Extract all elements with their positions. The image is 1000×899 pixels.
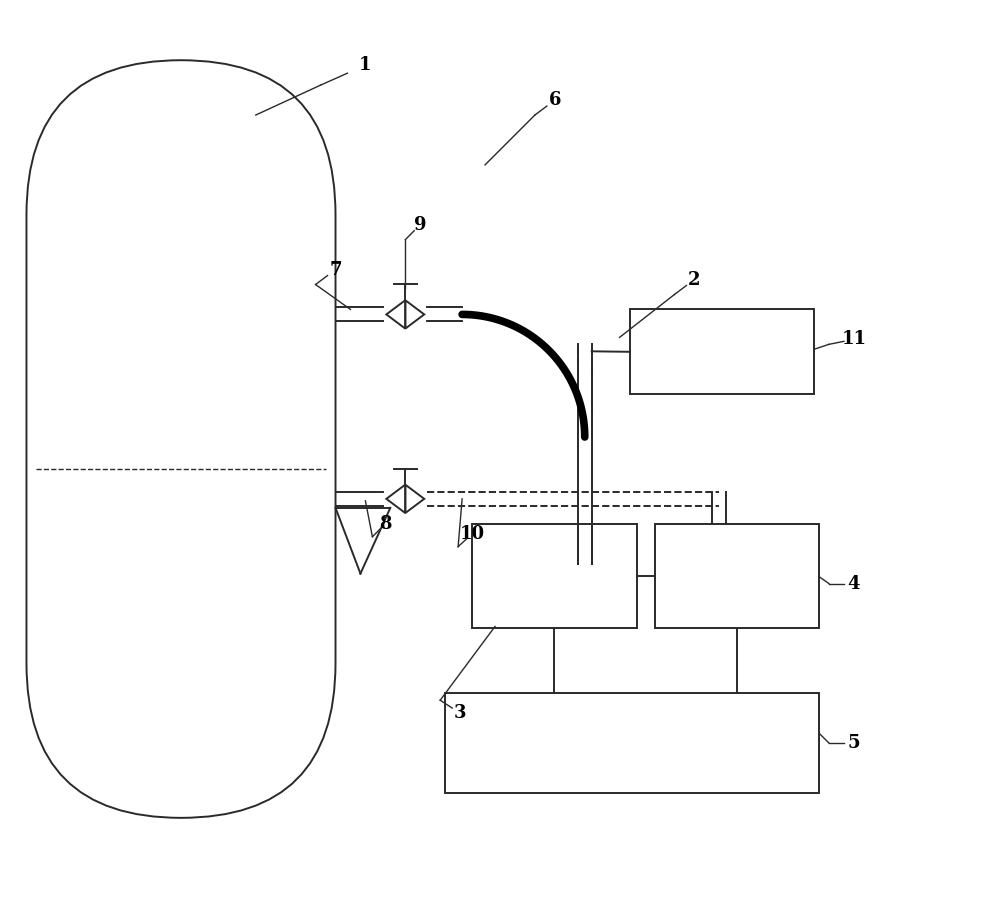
FancyBboxPatch shape — [445, 693, 819, 793]
FancyBboxPatch shape — [630, 309, 814, 394]
FancyBboxPatch shape — [655, 524, 819, 628]
Text: 8: 8 — [379, 515, 392, 533]
Text: 7: 7 — [329, 261, 342, 279]
Text: 9: 9 — [414, 216, 426, 234]
FancyBboxPatch shape — [472, 524, 637, 628]
Text: 11: 11 — [841, 330, 866, 348]
Text: 2: 2 — [688, 271, 701, 289]
Text: 6: 6 — [549, 91, 561, 109]
Text: 3: 3 — [454, 704, 466, 722]
Text: 5: 5 — [848, 734, 860, 752]
Text: 4: 4 — [848, 574, 860, 592]
Text: 10: 10 — [460, 525, 485, 543]
Text: 1: 1 — [359, 57, 372, 75]
FancyBboxPatch shape — [26, 60, 336, 818]
